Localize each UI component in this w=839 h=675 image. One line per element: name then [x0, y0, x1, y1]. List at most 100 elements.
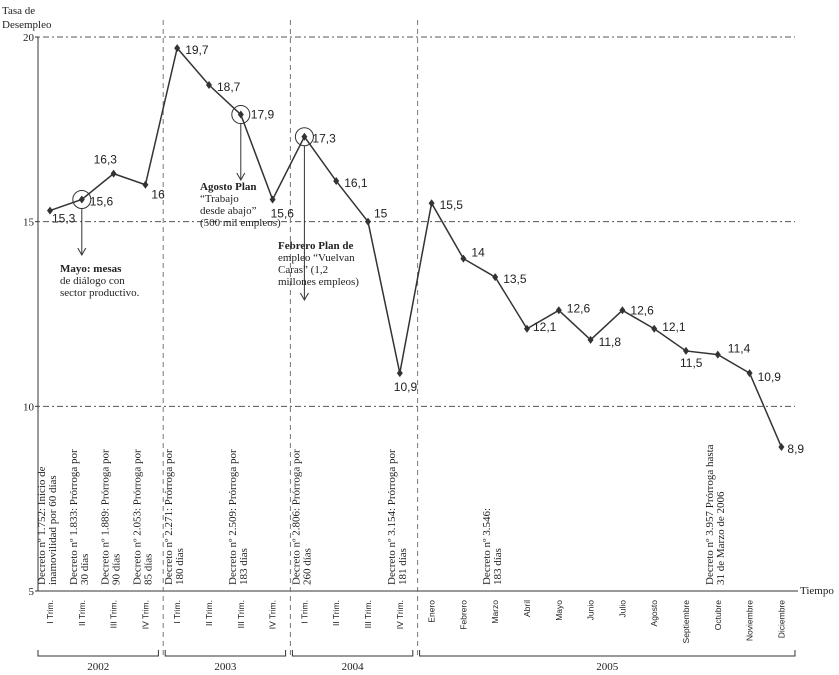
data-point	[47, 206, 53, 215]
y-tick-label: 10	[23, 401, 35, 413]
data-point	[714, 350, 721, 359]
x-tick-label: Septiembre	[681, 600, 691, 644]
x-tick-label: IV Trim.	[140, 600, 150, 629]
value-label: 11,8	[599, 335, 622, 349]
y-tick-label: 5	[29, 586, 35, 598]
y-axis-label: Tasa de	[2, 5, 35, 17]
decree-note: 31 de Marzo de 2006	[715, 491, 727, 585]
value-label: 17,9	[251, 108, 275, 122]
data-point	[746, 369, 753, 378]
event-note: (500 mil empleos)	[200, 217, 281, 229]
decree-note: 183 días	[492, 548, 504, 585]
value-label: 18,7	[217, 80, 241, 94]
event-arrowhead	[236, 172, 246, 182]
value-label: 13,5	[503, 272, 527, 286]
data-point	[524, 324, 530, 333]
event-note: millones empleos)	[278, 276, 359, 288]
value-label: 16	[151, 188, 165, 202]
decree-note: 90 días	[111, 554, 123, 585]
decree-note: Decreto nº 1.889: Prórroga por	[100, 449, 112, 585]
data-point	[301, 132, 308, 141]
data-point	[651, 324, 658, 333]
event-note: de diálogo con	[60, 275, 125, 287]
value-label: 16,1	[344, 176, 368, 190]
event-note: empleo “Vuelvan	[278, 252, 355, 264]
decree-note: inamovilidad por 60 días	[47, 475, 59, 585]
year-bracket	[164, 650, 287, 657]
decree-note: 181 días	[397, 548, 409, 585]
x-tick-label: Octubre	[713, 600, 723, 631]
value-label: 16,3	[94, 153, 118, 167]
year-label: 2002	[87, 661, 109, 673]
event-note: desde abajo”	[200, 205, 257, 217]
y-tick-label: 20	[23, 32, 35, 44]
year-label: 2003	[214, 661, 237, 673]
data-point	[587, 335, 594, 344]
x-tick-label: III Trim.	[363, 600, 373, 628]
data-point	[683, 346, 689, 355]
value-label: 15,3	[52, 212, 76, 226]
y-axis-label: Desempleo	[2, 19, 52, 31]
x-tick-label: III Trim.	[236, 600, 246, 628]
value-label: 12,1	[662, 320, 686, 334]
data-point	[78, 195, 85, 204]
year-bracket	[419, 650, 796, 657]
decree-note: 183 días	[238, 548, 250, 585]
x-tick-label: IV Trim.	[395, 600, 405, 629]
x-tick-label: Febrero	[458, 600, 468, 630]
value-label: 11,4	[728, 342, 751, 356]
value-label: 10,9	[394, 380, 418, 394]
value-label: 19,7	[185, 43, 209, 57]
value-label: 15,5	[440, 198, 464, 212]
decree-note: Decreto nº 1.752: Inicio de	[36, 466, 48, 585]
value-label: 11,5	[680, 356, 703, 370]
decree-note: Decreto nº 2.806: Prórroga por	[290, 449, 302, 585]
decree-note: Decreto nº 3.154: Prórroga por	[386, 449, 398, 585]
x-tick-label: Marzo	[490, 600, 500, 624]
value-label: 12,6	[630, 303, 654, 317]
data-point	[269, 195, 276, 204]
decree-note: 260 días	[301, 548, 313, 585]
year-bracket	[37, 650, 159, 657]
event-arrowhead	[77, 247, 87, 257]
x-tick-label: II Trim.	[77, 600, 87, 626]
data-point	[619, 306, 626, 315]
event-note: sector productivo.	[60, 287, 140, 299]
x-tick-label: Julio	[617, 600, 627, 618]
data-point	[555, 306, 562, 315]
value-label: 12,1	[533, 320, 557, 334]
data-point	[460, 254, 467, 263]
data-point	[110, 169, 117, 178]
data-point	[142, 180, 149, 189]
x-tick-label: Mayo	[554, 600, 564, 621]
decree-note: Decreto nº 2.271: Prórroga por	[163, 449, 175, 585]
event-note: Agosto Plan	[200, 181, 257, 193]
x-tick-label: Agosto	[649, 600, 659, 627]
x-tick-label: III Trim.	[109, 600, 119, 628]
unemployment-line	[49, 46, 783, 448]
value-label: 14	[471, 246, 485, 260]
decree-note: Decreto nº 2.509: Prórroga por	[227, 449, 239, 585]
x-axis-label: Tiempo	[800, 585, 834, 597]
x-tick-label: I Trim.	[45, 600, 55, 624]
x-tick-label: Enero	[427, 600, 437, 623]
data-point	[206, 81, 212, 90]
data-point	[365, 217, 371, 226]
x-tick-label: Noviembre	[745, 600, 755, 641]
year-label: 2005	[596, 661, 619, 673]
x-tick-label: Abril	[522, 600, 532, 617]
x-tick-label: II Trim.	[204, 600, 214, 626]
year-bracket	[291, 650, 414, 657]
event-note: Caras” (1,2	[278, 264, 328, 276]
decree-note: Decreto nº 1.833: Prórroga por	[68, 449, 80, 585]
data-point	[174, 44, 181, 53]
event-note: Febrero Plan de	[278, 240, 353, 252]
x-tick-label: IV Trim.	[268, 600, 278, 629]
x-tick-label: I Trim.	[299, 600, 309, 624]
x-tick-label: Junio	[586, 600, 596, 621]
event-arrowhead	[299, 292, 309, 302]
decree-note: 30 días	[79, 554, 91, 585]
value-label: 8,9	[787, 442, 804, 456]
data-point	[396, 369, 403, 378]
